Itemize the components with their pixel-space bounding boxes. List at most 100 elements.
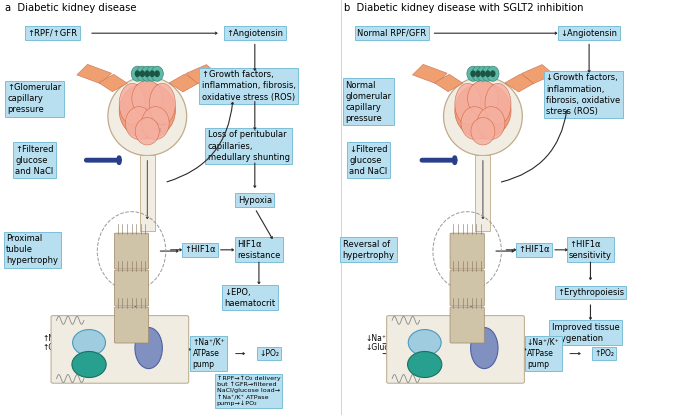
Ellipse shape: [471, 70, 476, 77]
Text: ↓Na⁺: ↓Na⁺: [365, 334, 386, 343]
Text: Na/K
pump: Na/K pump: [139, 343, 158, 354]
Ellipse shape: [461, 107, 488, 139]
Text: ↓Na⁺/K⁺
ATPase
pump: ↓Na⁺/K⁺ ATPase pump: [527, 338, 560, 369]
Text: ↑Angiotensin: ↑Angiotensin: [226, 29, 284, 38]
FancyBboxPatch shape: [450, 307, 484, 343]
Ellipse shape: [471, 117, 495, 145]
Text: Normal RPF/GFR: Normal RPF/GFR: [358, 29, 426, 38]
Ellipse shape: [142, 107, 169, 139]
Ellipse shape: [145, 70, 150, 77]
Ellipse shape: [443, 77, 522, 156]
Ellipse shape: [135, 117, 159, 145]
Ellipse shape: [135, 327, 162, 369]
Text: ↓Na⁺: ↓Na⁺: [418, 334, 439, 343]
Text: ↑Na⁺: ↑Na⁺: [42, 334, 64, 343]
Text: ↑Na⁺/K⁺
ATPase
pump: ↑Na⁺/K⁺ ATPase pump: [192, 338, 225, 369]
Ellipse shape: [119, 83, 145, 124]
Text: HIF1α
resistance: HIF1α resistance: [237, 240, 281, 260]
Bar: [475, 155, 490, 231]
Bar: [140, 155, 155, 231]
Ellipse shape: [485, 70, 490, 77]
Ellipse shape: [136, 66, 149, 81]
Text: Hypoxia: Hypoxia: [238, 195, 272, 205]
Text: Na/K
pump: Na/K pump: [475, 343, 494, 354]
Ellipse shape: [480, 70, 486, 77]
Ellipse shape: [485, 83, 511, 124]
Text: ↑HIF1α: ↑HIF1α: [519, 245, 550, 254]
FancyArrow shape: [77, 64, 112, 84]
Ellipse shape: [132, 81, 163, 116]
Ellipse shape: [146, 66, 158, 81]
Text: GLUT2: GLUT2: [77, 361, 101, 368]
Ellipse shape: [477, 107, 505, 139]
Ellipse shape: [140, 70, 145, 77]
Ellipse shape: [151, 66, 163, 81]
Text: ↑RPF→↑O₂ delivery
but ↑GFR→filtered
NaCl/glucose load→
↑Na⁺/K⁺ ATPase
pump→↓PO₂: ↑RPF→↑O₂ delivery but ↑GFR→filtered NaCl…: [217, 376, 280, 406]
Ellipse shape: [482, 66, 494, 81]
FancyBboxPatch shape: [386, 316, 525, 383]
Ellipse shape: [467, 66, 479, 81]
Text: GLUT2: GLUT2: [412, 361, 437, 368]
Ellipse shape: [455, 83, 511, 139]
Ellipse shape: [475, 70, 481, 77]
Text: Macula
densa: Macula densa: [140, 120, 166, 133]
Text: ↑Glomerular
capillary
pressure: ↑Glomerular capillary pressure: [7, 83, 62, 115]
FancyArrow shape: [169, 74, 199, 92]
Text: ↓PO₂: ↓PO₂: [259, 349, 279, 358]
Text: b  Diabetic kidney disease with SGLT2 inhibition: b Diabetic kidney disease with SGLT2 inh…: [344, 3, 584, 13]
Text: ↑Erythropoiesis: ↑Erythropoiesis: [557, 288, 624, 297]
Ellipse shape: [73, 330, 105, 356]
Text: ↑PO₂: ↑PO₂: [594, 349, 614, 358]
Text: ↑Na⁺: ↑Na⁺: [96, 334, 117, 343]
FancyBboxPatch shape: [450, 233, 484, 269]
Text: Proximal
tubule
hypertrophy: Proximal tubule hypertrophy: [6, 234, 58, 266]
Text: ↑HIF1α: ↑HIF1α: [184, 245, 216, 254]
Text: ↓Growth factors,
inflammation,
fibrosis, oxidative
stress (ROS): ↓Growth factors, inflammation, fibrosis,…: [547, 73, 621, 116]
Ellipse shape: [486, 66, 499, 81]
Text: ↑Growth factors,
inflammation, fibrosis,
oxidative stress (ROS): ↑Growth factors, inflammation, fibrosis,…: [201, 70, 296, 102]
FancyArrow shape: [505, 74, 534, 92]
Ellipse shape: [135, 70, 140, 77]
Ellipse shape: [455, 83, 481, 124]
Ellipse shape: [72, 352, 106, 378]
Text: ↓Filtered
glucose
and NaCl: ↓Filtered glucose and NaCl: [349, 144, 388, 176]
Text: SGLT2: SGLT2: [77, 339, 101, 346]
Text: ↓Angiotensin: ↓Angiotensin: [560, 29, 618, 38]
FancyArrow shape: [521, 65, 554, 83]
Ellipse shape: [125, 107, 153, 139]
Ellipse shape: [149, 70, 155, 77]
FancyBboxPatch shape: [450, 270, 484, 306]
Ellipse shape: [119, 83, 175, 139]
Ellipse shape: [141, 66, 153, 81]
Ellipse shape: [108, 77, 186, 156]
Ellipse shape: [408, 352, 442, 378]
FancyArrow shape: [434, 74, 463, 92]
Ellipse shape: [490, 70, 495, 77]
FancyArrow shape: [186, 65, 219, 83]
FancyArrow shape: [99, 74, 127, 92]
Text: ↑HIF1α
sensitivity: ↑HIF1α sensitivity: [569, 240, 612, 260]
Ellipse shape: [477, 66, 489, 81]
Text: ↑Filtered
glucose
and NaCl: ↑Filtered glucose and NaCl: [15, 144, 53, 176]
Ellipse shape: [472, 66, 484, 81]
Text: ↓Glucose: ↓Glucose: [365, 343, 402, 352]
Text: ↑Glucose: ↑Glucose: [42, 343, 79, 352]
FancyBboxPatch shape: [114, 307, 149, 343]
Text: Reversal of
hypertrophy: Reversal of hypertrophy: [342, 240, 395, 260]
Ellipse shape: [408, 330, 441, 356]
FancyBboxPatch shape: [114, 233, 149, 269]
Text: SGLT2: SGLT2: [413, 339, 436, 346]
FancyBboxPatch shape: [51, 316, 188, 383]
Ellipse shape: [471, 327, 498, 369]
Ellipse shape: [154, 70, 160, 77]
Text: a  Diabetic kidney disease: a Diabetic kidney disease: [5, 3, 137, 13]
Text: Normal
glomerular
capillary
pressure: Normal glomerular capillary pressure: [345, 81, 392, 123]
Text: ↓EPO,
haematocrit: ↓EPO, haematocrit: [225, 288, 275, 308]
Text: ↑RPF/↑GFR: ↑RPF/↑GFR: [28, 29, 77, 38]
FancyArrow shape: [412, 64, 447, 84]
Ellipse shape: [132, 66, 144, 81]
Text: Improved tissue
oxygenation: Improved tissue oxygenation: [552, 323, 619, 343]
Ellipse shape: [149, 83, 175, 124]
Ellipse shape: [467, 81, 498, 116]
Text: Loss of peritubular
capillaries,
medullary shunting: Loss of peritubular capillaries, medulla…: [208, 130, 290, 162]
